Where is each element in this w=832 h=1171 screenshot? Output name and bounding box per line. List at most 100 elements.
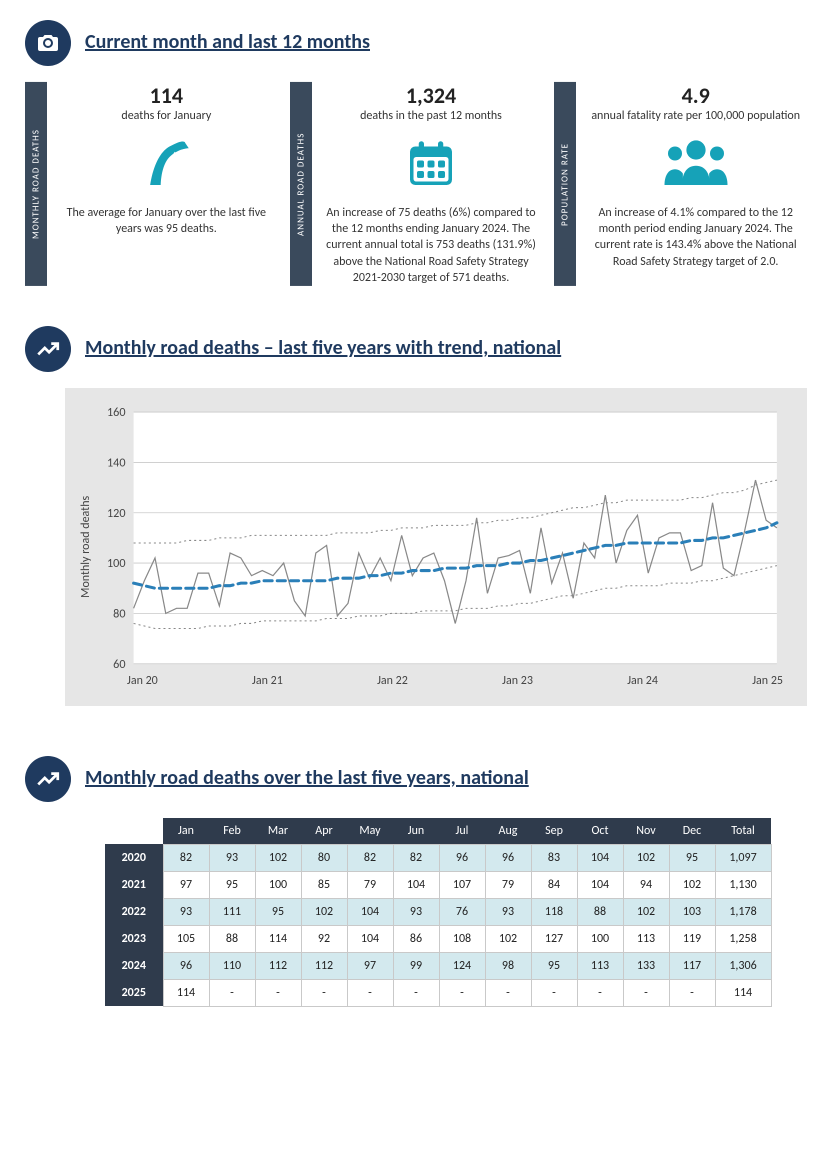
table-cell: 112 — [301, 952, 347, 979]
table-col-header: Total — [715, 818, 771, 845]
stat-tab-monthly: MONTHLY ROAD DEATHS — [25, 82, 47, 286]
table-cell: 93 — [209, 844, 255, 871]
table-cell: 93 — [393, 898, 439, 925]
table-col-header: Jul — [439, 818, 485, 845]
table-cell: 95 — [255, 898, 301, 925]
table-cell: 102 — [623, 844, 669, 871]
table-cell: 86 — [393, 925, 439, 952]
table-col-header: Dec — [669, 818, 715, 845]
section1-title: Current month and last 12 months — [85, 30, 370, 56]
section2-header: Monthly road deaths – last five years wi… — [25, 326, 807, 372]
chart-xtick: Jan 25 — [752, 674, 783, 688]
table-col-header: Sep — [531, 818, 577, 845]
table-col-header: Aug — [485, 818, 531, 845]
table-cell: 79 — [485, 871, 531, 898]
table-cell: 118 — [531, 898, 577, 925]
trend-chart: Monthly road deaths 6080100120140160 Jan… — [65, 388, 807, 706]
table-col-header: Mar — [255, 818, 301, 845]
table-cell: 102 — [669, 871, 715, 898]
table-col-header: Feb — [209, 818, 255, 845]
table-cell: 1,097 — [715, 844, 771, 871]
table-col-header: May — [347, 818, 393, 845]
table-cell: 104 — [347, 898, 393, 925]
road-icon — [61, 133, 272, 195]
table-cell: 114 — [163, 979, 209, 1006]
table-cell: 76 — [439, 898, 485, 925]
chart-xtick: Jan 23 — [502, 674, 533, 688]
table-cell: 108 — [439, 925, 485, 952]
section3-header: Monthly road deaths over the last five y… — [25, 756, 807, 802]
table-cell: 93 — [163, 898, 209, 925]
chart-xticks: Jan 20 Jan 21 Jan 22 Jan 23 Jan 24 Jan 25 — [93, 674, 783, 688]
table-cell: 119 — [669, 925, 715, 952]
stat-label: deaths for January — [61, 109, 272, 123]
stat-tab-population: POPULATION RATE — [554, 82, 576, 286]
table-cell: 104 — [577, 871, 623, 898]
table-col-header: Jan — [163, 818, 209, 845]
table-cell: 113 — [623, 925, 669, 952]
table-cell: 114 — [255, 925, 301, 952]
table-cell: 102 — [485, 925, 531, 952]
section2-title: Monthly road deaths – last five years wi… — [85, 336, 561, 362]
table-cell: 110 — [209, 952, 255, 979]
table-row-header: 2020 — [105, 844, 163, 871]
table-cell: 104 — [393, 871, 439, 898]
table-cell: 105 — [163, 925, 209, 952]
table-cell: 102 — [255, 844, 301, 871]
table-cell: 1,130 — [715, 871, 771, 898]
stat-population: POPULATION RATE 4.9 annual fatality rate… — [554, 82, 807, 286]
svg-text:120: 120 — [107, 506, 125, 521]
table-cell: - — [301, 979, 347, 1006]
table-cell: - — [669, 979, 715, 1006]
chart-xtick: Jan 20 — [127, 674, 158, 688]
chart-ylabel: Monthly road deaths — [75, 406, 93, 688]
stat-desc: The average for January over the last fi… — [61, 205, 272, 237]
stat-number: 114 — [61, 82, 272, 109]
table-cell: 111 — [209, 898, 255, 925]
table-cell: - — [255, 979, 301, 1006]
table-cell: 114 — [715, 979, 771, 1006]
svg-text:60: 60 — [113, 657, 125, 670]
table-cell: 82 — [163, 844, 209, 871]
trend-icon — [25, 756, 71, 802]
table-cell: 127 — [531, 925, 577, 952]
table-cell: 85 — [301, 871, 347, 898]
table-cell: 1,306 — [715, 952, 771, 979]
table-cell: - — [577, 979, 623, 1006]
table-row-header: 2021 — [105, 871, 163, 898]
table-cell: 84 — [531, 871, 577, 898]
table-col-header: Jun — [393, 818, 439, 845]
trend-icon — [25, 326, 71, 372]
table-cell: 92 — [301, 925, 347, 952]
table-cell: 104 — [347, 925, 393, 952]
table-cell: - — [393, 979, 439, 1006]
table-row-header: 2022 — [105, 898, 163, 925]
deaths-table-wrap: JanFebMarAprMayJunJulAugSepOctNovDecTota… — [105, 818, 807, 1007]
stat-tab-annual: ANNUAL ROAD DEATHS — [290, 82, 312, 286]
table-cell: 112 — [255, 952, 301, 979]
table-cell: - — [209, 979, 255, 1006]
table-row: 202496110112112979912498951131331171,306 — [105, 952, 771, 979]
table-row: 2021979510085791041077984104941021,130 — [105, 871, 771, 898]
table-row: 20208293102808282969683104102951,097 — [105, 844, 771, 871]
table-cell: 95 — [531, 952, 577, 979]
table-cell: 97 — [347, 952, 393, 979]
table-cell: 100 — [577, 925, 623, 952]
table-cell: 98 — [485, 952, 531, 979]
table-cell: 83 — [531, 844, 577, 871]
table-cell: 95 — [669, 844, 715, 871]
table-cell: 82 — [393, 844, 439, 871]
table-cell: 102 — [301, 898, 347, 925]
svg-text:160: 160 — [107, 406, 125, 420]
deaths-table: JanFebMarAprMayJunJulAugSepOctNovDecTota… — [105, 818, 772, 1007]
chart-xtick: Jan 24 — [627, 674, 658, 688]
chart-xtick: Jan 22 — [377, 674, 408, 688]
section1-header: Current month and last 12 months — [25, 20, 807, 66]
chart-xtick: Jan 21 — [252, 674, 283, 688]
table-row-header: 2023 — [105, 925, 163, 952]
table-cell: 124 — [439, 952, 485, 979]
table-cell: - — [439, 979, 485, 1006]
stat-label: annual fatality rate per 100,000 populat… — [590, 109, 801, 123]
table-cell: 95 — [209, 871, 255, 898]
stat-number: 1,324 — [326, 82, 537, 109]
